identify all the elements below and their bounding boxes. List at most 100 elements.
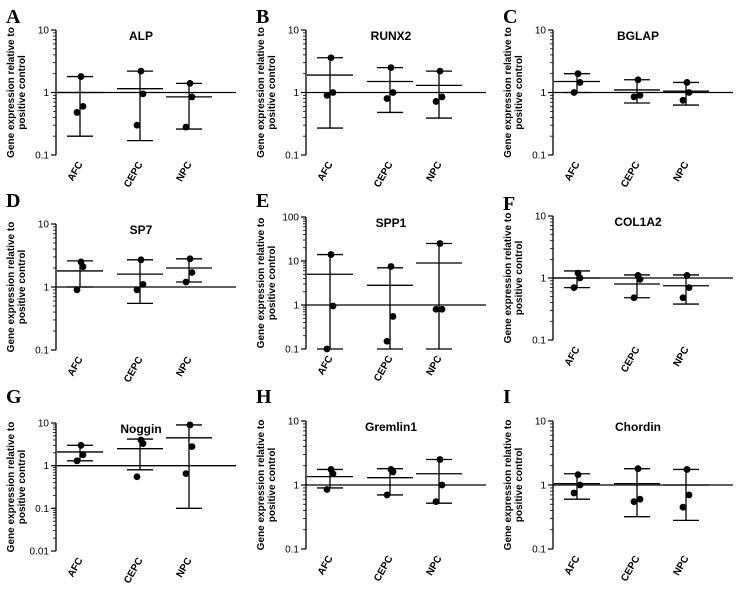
data-point-cepc [133,121,141,129]
data-point-afc [79,451,87,459]
y-axis-label: positive control [267,448,278,523]
y-tick-label: 10 [38,26,50,37]
data-point-cepc [634,465,642,473]
data-point-afc [323,486,331,493]
chart-title: Chordin [615,420,661,434]
chart-panel-b: B RUNX2 Gene expression relative to positiv… [256,6,486,190]
panel-letter: H [256,386,272,408]
data-point-cepc [387,64,395,72]
data-point-cepc [139,440,147,447]
y-tick-label: 0.1 [35,346,49,357]
y-axis-label: Gene expression relative to [503,420,514,551]
y-axis-label: positive control [17,450,28,525]
data-point-npc [186,79,194,87]
y-axis-label: Gene expression relative to [6,422,17,553]
y-tick-label: 1 [293,301,299,312]
data-point-npc [685,491,693,499]
y-axis-label: Gene expression relative to [503,213,514,344]
data-point-cepc [383,337,391,345]
panel-letter: D [6,190,20,212]
y-tick-label: 0.1 [285,151,299,162]
data-point-afc [77,73,85,80]
data-point-afc [73,109,81,116]
data-point-cepc [139,280,147,288]
data-point-cepc [630,498,638,506]
data-point-cepc [137,67,145,75]
y-axis-label: Gene expression relative to [256,27,267,158]
data-point-cepc [630,93,638,101]
y-tick-label: 1 [293,88,299,99]
y-tick-label: 10 [38,220,50,231]
data-point-npc [432,305,440,313]
data-point-afc [73,457,81,465]
chart-title: Noggin [120,422,161,436]
category-label-npc: NPC [672,345,692,369]
data-point-afc [576,274,584,282]
panel-letter: A [6,6,21,28]
data-point-npc [182,470,190,478]
y-tick-label: 1 [540,481,546,492]
data-point-cepc [139,90,147,98]
data-point-afc [574,471,582,479]
data-point-cepc [630,294,638,302]
data-point-npc [436,240,444,247]
data-point-npc [685,284,693,292]
chart-title: SPP1 [376,216,407,230]
data-point-cepc [387,263,395,270]
data-point-afc [570,489,578,497]
data-point-npc [436,456,444,463]
category-label-npc: NPC [175,556,195,580]
category-label-afc: AFC [66,556,86,579]
y-tick-label: 0.1 [35,504,49,515]
y-tick-label: 1 [540,274,546,285]
data-point-npc [438,481,446,489]
y-axis-label: Gene expression relative to [256,218,267,349]
category-label-npc: NPC [175,160,195,184]
data-point-npc [683,466,691,473]
category-label-npc: NPC [425,160,445,184]
chart-panel-h: H Gremlin1 Gene expression relative to posi… [256,386,486,584]
data-point-afc [329,470,337,478]
chart-title: RUNX2 [371,29,412,43]
y-tick-label: 1 [43,461,49,472]
category-label-npc: NPC [672,554,692,578]
panel-letter: C [503,6,517,28]
data-point-npc [186,255,194,263]
category-label-afc: AFC [316,354,336,377]
data-point-afc [73,286,81,294]
chart-title: ALP [129,29,153,43]
data-point-npc [182,123,190,131]
panel-letter: G [6,386,22,408]
data-point-npc [432,98,440,105]
data-point-afc [323,91,331,99]
y-tick-label: 10 [288,417,300,428]
category-label-afc: AFC [316,554,336,577]
y-axis-label: Gene expression relative to [6,222,17,353]
data-point-cepc [133,286,141,294]
y-tick-label: 10 [535,212,547,223]
data-point-cepc [137,256,145,264]
data-point-afc [323,345,331,353]
y-tick-label: 0.01 [30,547,50,558]
y-tick-label: 0.1 [285,545,299,556]
data-point-npc [432,498,440,506]
data-point-npc [436,67,444,75]
y-axis-label: positive control [17,250,28,325]
panel-letter: F [503,193,515,215]
data-point-npc [438,93,446,101]
y-axis-label: Gene expression relative to [6,27,17,158]
data-point-cepc [133,473,141,481]
y-axis-label: positive control [267,246,278,321]
data-point-cepc [389,89,397,96]
data-point-npc [186,421,194,429]
chart-panel-d: D SP7 Gene expression relative to positive … [6,190,236,385]
y-tick-label: 1 [43,88,49,99]
y-tick-label: 0.1 [285,345,299,356]
y-tick-label: 1 [540,88,546,99]
data-point-npc [679,503,687,511]
data-point-npc [679,294,687,302]
chart-panel-f: F COL1A2 Gene expression relative to positi… [503,193,733,375]
data-point-cepc [636,275,644,283]
